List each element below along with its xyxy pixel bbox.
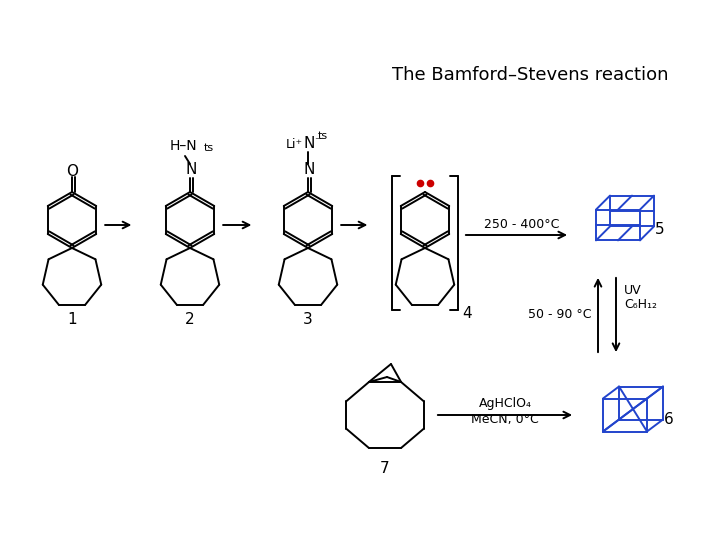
Text: O: O [66, 164, 78, 179]
Text: ⁻: ⁻ [314, 136, 320, 148]
Text: 6: 6 [664, 411, 674, 427]
Text: H–N: H–N [169, 139, 197, 153]
Text: C₆H₁₂: C₆H₁₂ [624, 299, 657, 312]
Text: N: N [303, 136, 315, 151]
Text: MeCN, 0°C: MeCN, 0°C [471, 414, 539, 427]
Text: The Bamford–Stevens reaction: The Bamford–Stevens reaction [392, 66, 668, 84]
Text: 1: 1 [67, 313, 77, 327]
Text: 2: 2 [185, 313, 195, 327]
Text: ts: ts [318, 131, 328, 141]
Text: 50 - 90 °C: 50 - 90 °C [528, 308, 592, 321]
Text: Li⁺: Li⁺ [286, 138, 303, 151]
Text: 3: 3 [303, 313, 313, 327]
Text: ts: ts [204, 143, 214, 153]
Text: N: N [185, 161, 197, 177]
Text: AgHClO₄: AgHClO₄ [479, 396, 531, 409]
Text: 250 - 400°C: 250 - 400°C [484, 219, 559, 232]
Text: 4: 4 [462, 306, 472, 321]
Text: UV: UV [624, 285, 642, 298]
Text: 5: 5 [655, 221, 665, 237]
Text: 7: 7 [380, 461, 390, 476]
Text: N: N [303, 161, 315, 177]
